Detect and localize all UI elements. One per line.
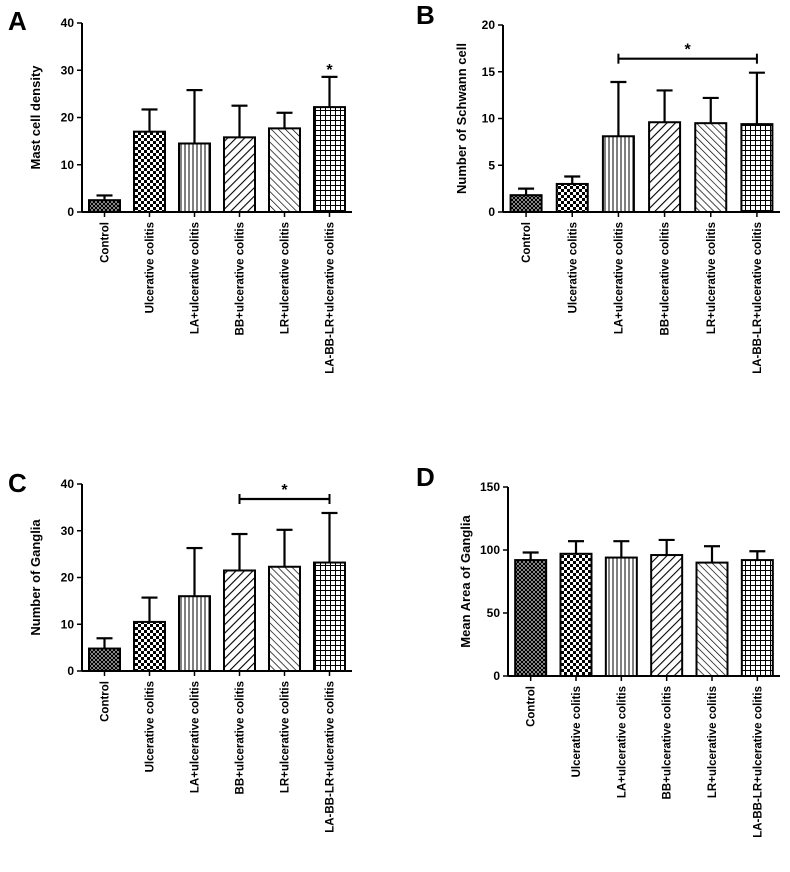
panel-letter: D xyxy=(416,462,435,492)
bar xyxy=(313,106,346,213)
panel-letter: B xyxy=(416,0,435,30)
bar xyxy=(268,127,301,213)
y-tick-label: 5 xyxy=(488,158,495,172)
bar xyxy=(223,569,256,672)
y-tick-label: 10 xyxy=(61,617,75,631)
y-tick-label: 50 xyxy=(487,606,501,620)
panels: A 0 10 20 30 40 Mast cell density Control Ulcera… xyxy=(8,0,780,838)
bar xyxy=(509,194,543,213)
y-tick-label: 0 xyxy=(67,205,74,219)
x-tick-label: LR+ulcerative colitis xyxy=(707,686,719,798)
y-tick-label: 30 xyxy=(61,524,75,538)
y-tick-label: 100 xyxy=(480,543,500,557)
x-tick-label: Control xyxy=(100,222,112,263)
x-tick-label: BB+ulcerative colitis xyxy=(235,222,247,335)
bar xyxy=(695,561,729,677)
x-tick-label: LA+ulcerative colitis xyxy=(190,681,202,793)
x-tick-label: Ulcerative colitis xyxy=(145,681,157,772)
bar xyxy=(88,647,121,672)
y-tick-label: 10 xyxy=(61,158,75,172)
bar xyxy=(601,135,635,213)
x-tick-label: Control xyxy=(526,686,538,727)
bar xyxy=(559,552,593,678)
x-tick-label: LR+ulcerative colitis xyxy=(280,222,292,334)
x-tick-label: LR+ulcerative colitis xyxy=(280,681,292,793)
x-tick-label: LA+ulcerative colitis xyxy=(613,222,625,334)
y-tick-label: 20 xyxy=(61,571,75,585)
x-tick-label: BB+ulcerative colitis xyxy=(662,686,674,799)
y-tick-label: 10 xyxy=(482,112,496,126)
bar xyxy=(648,121,682,213)
y-tick-label: 150 xyxy=(480,480,500,494)
bar xyxy=(514,559,548,678)
bar xyxy=(740,559,774,678)
panel-d: D 0 50 100 150 Mean Area of Ganglia Control Ulc… xyxy=(416,462,780,838)
y-tick-label: 0 xyxy=(493,669,500,683)
x-tick-label: LA-BB-LR+ulcerative colitis xyxy=(752,222,764,374)
bar xyxy=(650,554,684,677)
y-tick-label: 40 xyxy=(61,16,75,30)
bar xyxy=(268,565,301,672)
panel-letter: A xyxy=(8,6,27,36)
x-tick-label: LA+ulcerative colitis xyxy=(616,686,628,798)
bar xyxy=(555,182,589,213)
significance-star: * xyxy=(685,42,692,59)
panel-c: C 0 10 20 30 40 Number of Ganglia Control Ulcera… xyxy=(8,468,352,833)
bar xyxy=(313,561,346,672)
bar xyxy=(133,620,166,672)
bar xyxy=(178,142,211,213)
y-tick-label: 20 xyxy=(61,111,75,125)
panel-b: B 0 5 10 15 20 Number of Schwann cell Control Ul… xyxy=(416,0,780,374)
y-tick-label: 30 xyxy=(61,63,75,77)
x-tick-label: Control xyxy=(100,681,112,722)
y-axis-label: Number of Schwann cell xyxy=(454,43,469,194)
y-axis-label: Number of Ganglia xyxy=(28,519,43,636)
x-tick-label: LA-BB-LR+ulcerative colitis xyxy=(325,681,337,833)
x-tick-label: BB+ulcerative colitis xyxy=(235,681,247,794)
bar xyxy=(133,130,166,213)
x-tick-label: LA+ulcerative colitis xyxy=(190,222,202,334)
bar xyxy=(178,595,211,673)
bar xyxy=(740,123,774,213)
x-tick-label: Ulcerative colitis xyxy=(145,222,157,313)
x-tick-label: Control xyxy=(521,222,533,263)
bar xyxy=(604,556,638,677)
y-axis-label: Mean Area of Ganglia xyxy=(458,515,473,648)
y-tick-label: 15 xyxy=(482,65,496,79)
panel-a: A 0 10 20 30 40 Mast cell density Control Ulcera… xyxy=(8,6,352,374)
panel-letter: C xyxy=(8,468,27,498)
x-tick-label: LA-BB-LR+ulcerative colitis xyxy=(325,222,337,374)
bar xyxy=(694,122,728,213)
x-tick-label: Ulcerative colitis xyxy=(571,686,583,777)
significance-star: * xyxy=(326,62,333,79)
bar xyxy=(88,199,121,213)
y-tick-label: 40 xyxy=(61,477,75,491)
y-axis-label: Mast cell density xyxy=(28,65,43,170)
bar xyxy=(223,136,256,213)
significance-star: * xyxy=(281,482,288,499)
x-tick-label: Ulcerative colitis xyxy=(567,222,579,313)
x-tick-label: LR+ulcerative colitis xyxy=(706,222,718,334)
x-tick-label: LA-BB-LR+ulcerative colitis xyxy=(752,686,764,838)
y-tick-label: 0 xyxy=(488,205,495,219)
y-tick-label: 20 xyxy=(482,18,496,32)
x-tick-label: BB+ulcerative colitis xyxy=(660,222,672,335)
y-tick-label: 0 xyxy=(67,664,74,678)
